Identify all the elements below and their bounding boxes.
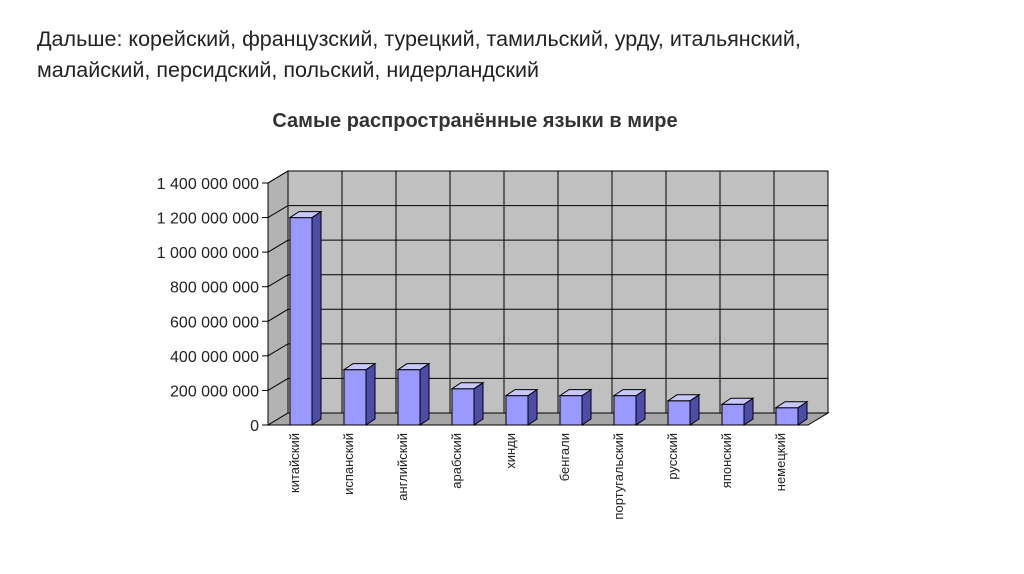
bar-хинди: [504, 388, 539, 426]
bar-top: [558, 389, 593, 397]
bar-португальский: [612, 388, 647, 426]
bar-top: [396, 363, 431, 371]
bar-бенгали: [558, 388, 593, 426]
bar-top: [342, 363, 377, 371]
x-tick-label: бенгали: [557, 433, 572, 481]
x-tick-label: арабский: [449, 433, 464, 489]
y-tick-label: 0: [250, 418, 259, 435]
bar-top: [504, 389, 539, 397]
bar-front: [451, 388, 475, 426]
bar-front: [397, 369, 421, 426]
bar-front: [613, 395, 637, 426]
bar-side: [365, 362, 376, 426]
bar-английский: [396, 362, 431, 426]
slide-text: Дальше: корейский, французский, турецкий…: [37, 24, 997, 86]
bar-side: [473, 381, 484, 426]
bar-front: [343, 369, 367, 426]
bar-front: [559, 395, 583, 426]
y-tick-label: 600 000 000: [170, 314, 259, 331]
slide-text-line-1: Дальше: корейский, французский, турецкий…: [37, 27, 801, 51]
y-tick-label: 1 000 000 000: [157, 245, 259, 262]
bar-side: [311, 210, 322, 426]
gridline: [267, 239, 828, 253]
bar-front: [721, 403, 745, 426]
x-tick-label: португальский: [611, 433, 626, 520]
x-tick-label: немецкий: [773, 433, 788, 491]
bar-top: [774, 401, 809, 409]
x-tick-label: китайский: [287, 433, 302, 493]
bar-русский: [666, 393, 701, 426]
bar-top: [288, 211, 323, 219]
x-tick-label: хинди: [503, 433, 518, 469]
gridline: [267, 205, 828, 219]
chart-title: Самые распространённые языки в мире: [272, 110, 678, 132]
bar-японский: [720, 397, 755, 426]
bar-front: [289, 217, 313, 426]
bar-front: [775, 407, 799, 426]
slide-text-line-2: малайский, персидский, польский, нидерла…: [37, 58, 540, 82]
bar-top: [612, 389, 647, 397]
bar-top: [720, 397, 755, 405]
bar-испанский: [342, 362, 377, 426]
y-tick-label: 200 000 000: [170, 383, 259, 400]
side-wall: [267, 170, 289, 426]
bar-side: [419, 362, 430, 426]
bar-китайский: [288, 210, 323, 426]
bar-top: [666, 394, 701, 402]
bar-front: [667, 400, 691, 426]
y-tick-label: 1 200 000 000: [157, 211, 259, 228]
x-tick-label: русский: [665, 433, 680, 480]
y-tick-label: 800 000 000: [170, 280, 259, 297]
x-tick-label: английский: [395, 433, 410, 501]
gridline: [267, 377, 828, 391]
y-tick-label: 400 000 000: [170, 349, 259, 366]
gridline: [267, 170, 828, 184]
x-tick-label: испанский: [341, 433, 356, 495]
bar-front: [505, 395, 529, 426]
x-tick-label: японский: [719, 433, 734, 488]
gridline: [267, 308, 828, 322]
gridline: [267, 274, 828, 288]
y-tick-label: 1 400 000 000: [157, 176, 259, 193]
bar-арабский: [450, 381, 485, 426]
gridline: [267, 343, 828, 357]
bar-немецкий: [774, 400, 809, 426]
bar-top: [450, 382, 485, 390]
